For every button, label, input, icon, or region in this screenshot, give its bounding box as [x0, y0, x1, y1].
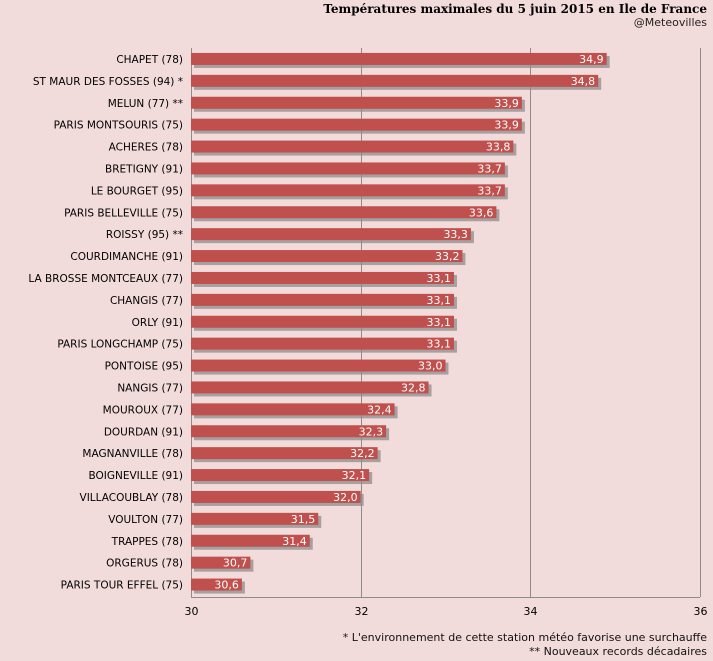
- bar: [191, 359, 446, 372]
- data-label: 33,8: [486, 141, 511, 154]
- category-label: COURDIMANCHE (91): [70, 251, 183, 263]
- bar: [191, 184, 505, 197]
- category-label: MAGNANVILLE (78): [82, 448, 183, 460]
- data-label: 33,7: [477, 184, 502, 197]
- chart-subtitle: @Meteovilles: [633, 16, 707, 29]
- category-label: MELUN (77) **: [108, 98, 183, 110]
- category-label: VOULTON (77): [108, 514, 183, 526]
- data-label: 30,6: [214, 579, 239, 592]
- data-label: 33,2: [435, 250, 460, 263]
- bar: [191, 447, 378, 460]
- bar: [191, 74, 599, 87]
- data-label: 32,0: [333, 491, 358, 504]
- footnote-surchauffe: * L'environnement de cette station météo…: [342, 631, 707, 644]
- data-label: 32,3: [359, 425, 384, 438]
- bar: [191, 206, 497, 219]
- category-label: VILLACOUBLAY (78): [80, 492, 183, 504]
- category-label: PONTOISE (95): [105, 361, 183, 373]
- bar: [191, 578, 242, 591]
- category-label: PARIS BELLEVILLE (75): [64, 207, 183, 219]
- data-label: 33,0: [418, 360, 443, 373]
- bar: [191, 118, 522, 131]
- bar: [191, 315, 454, 328]
- bar: [191, 162, 505, 175]
- category-label: MOUROUX (77): [103, 404, 183, 416]
- data-label: 32,4: [367, 403, 392, 416]
- category-label: DOURDAN (91): [104, 426, 183, 438]
- data-label: 33,3: [443, 228, 468, 241]
- data-label: 33,9: [494, 97, 519, 110]
- category-label: LA BROSSE MONTCEAUX (77): [28, 273, 183, 285]
- category-label: ST MAUR DES FOSSES (94) *: [33, 76, 183, 88]
- bar: [191, 250, 463, 263]
- category-label: PARIS MONTSOURIS (75): [54, 120, 183, 132]
- data-label: 32,1: [342, 469, 367, 482]
- bar: [191, 293, 454, 306]
- data-label: 33,1: [426, 272, 451, 285]
- bar: [191, 512, 319, 525]
- data-label: 32,8: [401, 381, 426, 394]
- category-label: CHANGIS (77): [110, 295, 183, 307]
- x-tick-label: 36: [694, 605, 708, 618]
- data-label: 33,7: [477, 162, 502, 175]
- bar: [191, 381, 429, 394]
- data-label: 33,1: [426, 294, 451, 307]
- bar: [191, 228, 471, 241]
- category-label: ROISSY (95) **: [106, 229, 183, 241]
- x-tick-label: 30: [185, 605, 199, 618]
- bar: [191, 534, 310, 547]
- data-label: 33,1: [426, 316, 451, 329]
- bar: [191, 140, 514, 153]
- x-tick-label: 32: [355, 605, 369, 618]
- data-label: 32,2: [350, 447, 375, 460]
- data-label: 31,4: [282, 535, 307, 548]
- footnote-records: ** Nouveaux records décadaires: [529, 645, 707, 658]
- bar: [191, 96, 522, 109]
- category-label: CHAPET (78): [116, 54, 183, 66]
- bar: [191, 490, 361, 503]
- chart-title: Températures maximales du 5 juin 2015 en…: [323, 2, 707, 16]
- category-label: LE BOURGET (95): [91, 185, 183, 197]
- data-label: 33,9: [494, 119, 519, 132]
- category-label: BOIGNEVILLE (91): [88, 470, 183, 482]
- data-label: 33,1: [426, 338, 451, 351]
- bar: [191, 556, 251, 569]
- bar: [191, 271, 454, 284]
- category-label: ORGERUS (78): [106, 558, 183, 570]
- category-label: ACHERES (78): [109, 142, 183, 154]
- bar: [191, 52, 607, 65]
- bar: [191, 337, 454, 350]
- category-label: PARIS LONGCHAMP (75): [57, 339, 183, 351]
- data-label: 33,6: [469, 206, 494, 219]
- data-label: 31,5: [291, 513, 316, 526]
- category-label: PARIS TOUR EFFEL (75): [61, 580, 183, 592]
- data-label: 30,7: [223, 557, 248, 570]
- data-label: 34,9: [579, 53, 604, 66]
- data-label: 34,8: [571, 75, 596, 88]
- category-label: ORLY (91): [132, 317, 183, 329]
- bar: [191, 425, 387, 438]
- bar: [191, 469, 370, 482]
- category-label: TRAPPES (78): [111, 536, 183, 548]
- x-tick-label: 34: [524, 605, 538, 618]
- category-label: NANGIS (77): [117, 382, 183, 394]
- bar: [191, 403, 395, 416]
- category-label: BRETIGNY (91): [105, 163, 183, 175]
